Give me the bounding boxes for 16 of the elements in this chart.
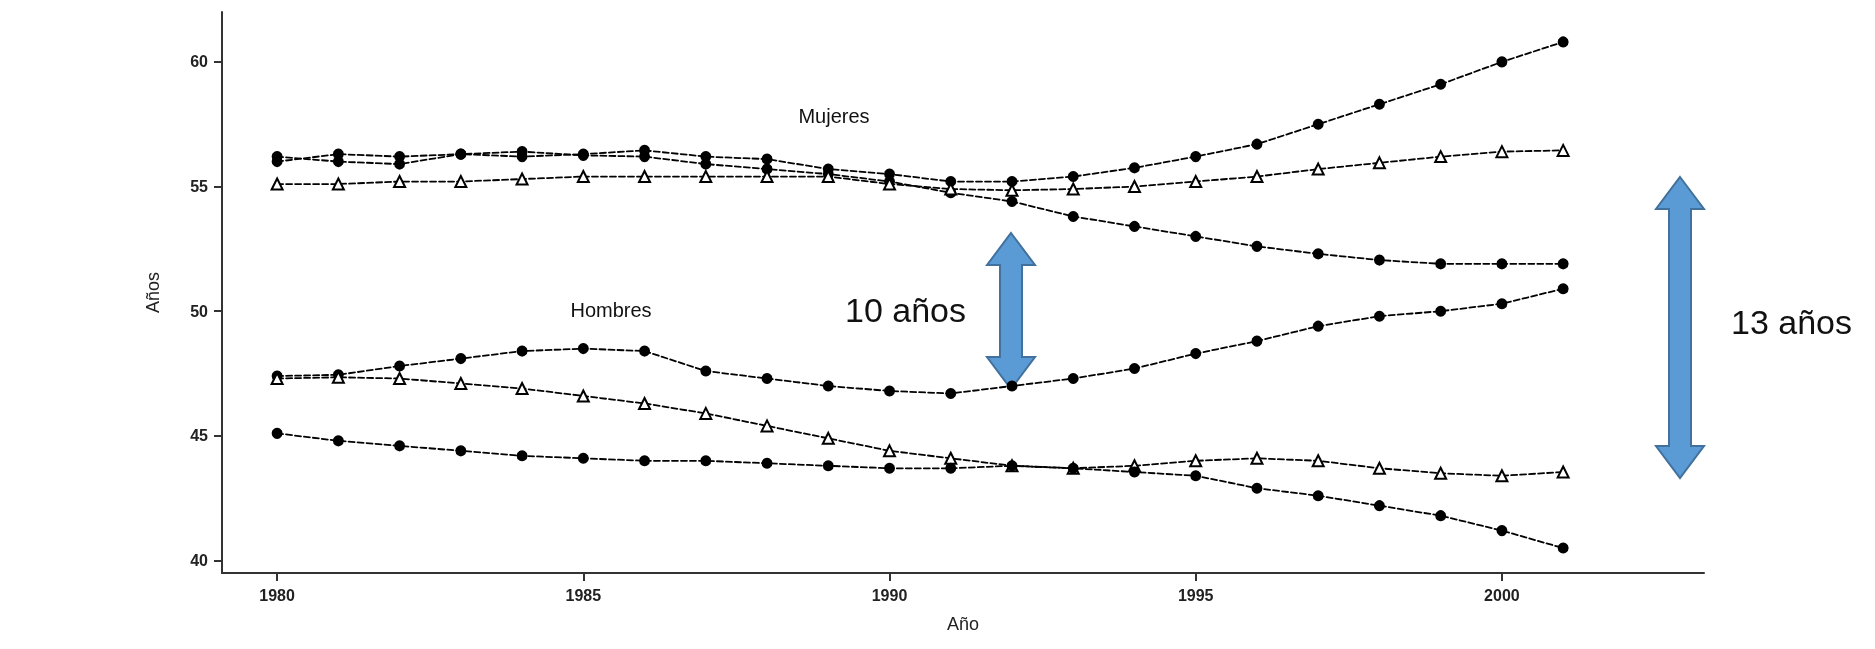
x-tick-label: 1995 (1177, 586, 1214, 604)
annotation: Mujeres (798, 105, 870, 127)
y-tick-label: 45 (190, 427, 209, 445)
annotation: Hombres (570, 299, 652, 321)
x-tick-label: 1980 (259, 586, 296, 604)
x-axis-title: Año (946, 614, 980, 634)
annotation: 10 años (845, 291, 966, 329)
y-axis-title: Años (143, 271, 163, 314)
y-tick-label: 55 (190, 178, 209, 196)
y-tick-label: 60 (190, 53, 209, 71)
y-tick-label: 40 (190, 552, 209, 570)
x-tick-label: 1985 (565, 586, 602, 604)
y-tick-label: 50 (190, 302, 209, 320)
x-tick-label: 2000 (1484, 586, 1520, 604)
x-tick-label: 1990 (871, 586, 908, 604)
text: 13 años (1731, 303, 1852, 341)
